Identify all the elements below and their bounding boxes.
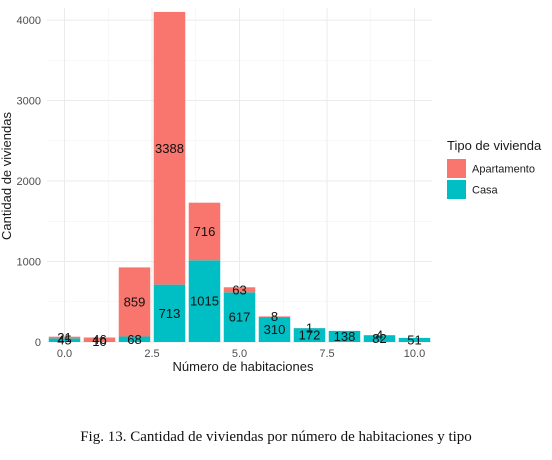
x-tick-label: 7.5: [319, 348, 334, 360]
grid-lines: [47, 8, 432, 343]
bar-apartamento: [48, 336, 81, 339]
bar-casa: [118, 336, 151, 342]
data-label-apartamento: 4: [376, 328, 383, 343]
x-axis-ticks: 0.0 2.5 5.0 7.5 10.0: [57, 348, 425, 360]
data-label-casa: 45: [57, 333, 71, 348]
x-axis-title: Número de habitaciones: [173, 359, 314, 374]
figure-caption: Fig. 13. Cantidad de viviendas por númer…: [80, 429, 472, 445]
bar-casa: [363, 335, 396, 342]
data-label-casa: 51: [407, 332, 421, 347]
bar-apartamento: [258, 316, 291, 318]
data-label-apartamento: 1: [306, 321, 313, 336]
bar-casa: [258, 317, 291, 342]
bar-apartamento: [153, 11, 186, 285]
data-label-casa: 138: [334, 329, 356, 344]
bar-apartamento: [223, 287, 256, 293]
data-label-casa: 310: [264, 322, 286, 337]
data-label-casa: 68: [127, 332, 141, 347]
y-axis-title: Cantidad de viviendas: [0, 112, 14, 240]
data-label-apartamento: 21: [57, 330, 71, 345]
y-tick-label: 1000: [17, 257, 41, 269]
y-tick-label: 0: [35, 337, 41, 349]
data-label-casa: 172: [299, 328, 321, 343]
y-tick-label: 4000: [17, 15, 41, 27]
legend-label: Casa: [472, 185, 499, 197]
data-label-casa: 713: [159, 306, 181, 321]
legend-title: Tipo de vivienda: [447, 138, 542, 153]
x-tick-label: 5.0: [232, 348, 247, 360]
y-tick-label: 3000: [17, 96, 41, 108]
bar-casa: [223, 292, 256, 342]
bar-apartamento: [83, 337, 116, 342]
bar-apartamento: [188, 202, 221, 261]
data-label-apartamento: 859: [124, 294, 146, 309]
x-tick-label: 0.0: [57, 348, 72, 360]
legend-swatch: [447, 180, 466, 199]
y-axis-ticks: 0 1000 2000 3000 4000: [17, 15, 41, 349]
bar-apartamento: [118, 267, 151, 337]
legend: Tipo de vivienda Apartamento Casa: [447, 138, 542, 199]
data-label-apartamento: 63: [232, 282, 246, 297]
legend-label: Apartamento: [472, 164, 535, 176]
legend-items: Apartamento Casa: [447, 159, 535, 199]
data-label-casa: 10: [92, 334, 106, 349]
bar-casa: [328, 330, 361, 342]
y-tick-label: 2000: [17, 176, 41, 188]
bar-casa: [153, 284, 186, 342]
bar-casa: [188, 260, 221, 342]
x-tick-label: 10.0: [404, 348, 425, 360]
data-label-apartamento: 46: [92, 332, 106, 347]
bar-casa: [48, 338, 81, 342]
data-label-apartamento: 3388: [155, 141, 184, 156]
data-label-casa: 617: [229, 310, 251, 325]
bars: [48, 11, 431, 342]
bar-casa: [398, 337, 431, 342]
bar-casa: [83, 341, 116, 342]
data-label-casa: 82: [372, 331, 386, 346]
legend-swatch: [447, 159, 466, 178]
data-label-apartamento: 8: [271, 309, 278, 324]
x-tick-label: 2.5: [144, 348, 159, 360]
data-label-apartamento: 716: [194, 224, 216, 239]
bar-casa: [293, 328, 326, 342]
data-label-casa: 1015: [190, 294, 219, 309]
